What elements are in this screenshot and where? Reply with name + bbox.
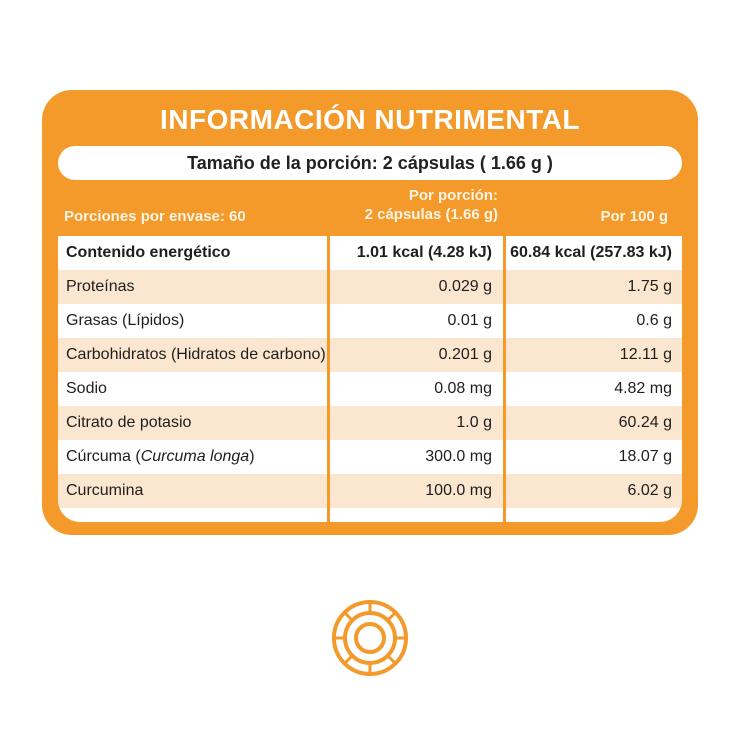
per-portion-value: 100.0 mg: [425, 482, 492, 499]
per-portion-value: 0.201 g: [438, 346, 492, 363]
per-portion-header: Por porción: 2 cápsulas (1.66 g): [324, 186, 498, 224]
per-100g-value: 60.84 kcal (257.83 kJ): [510, 244, 672, 261]
nutrient-name: Carbohidratos (Hidratos de carbono): [66, 346, 326, 363]
nutrient-name: Cúrcuma (Curcuma longa): [66, 440, 255, 474]
table-row: Grasas (Lípidos) 0.01 g 0.6 g: [58, 304, 682, 338]
per-100g-value: 60.24 g: [618, 414, 672, 431]
per-portion-header-line1: Por porción:: [408, 187, 498, 204]
column-divider: [327, 236, 330, 522]
nutrition-panel: INFORMACIÓN NUTRIMENTAL Tamaño de la por…: [42, 90, 698, 535]
table-row: Curcumina 100.0 mg 6.02 g: [58, 474, 682, 508]
per-100g-value: 12.11 g: [619, 346, 672, 363]
table-row: Sodio 0.08 mg 4.82 mg: [58, 372, 682, 406]
nutrition-table: Contenido energético 1.01 kcal (4.28 kJ)…: [58, 236, 682, 522]
nutrient-name: Sodio: [66, 380, 107, 397]
servings-per-container: Porciones por envase: 60: [64, 208, 246, 225]
table-row: Carbohidratos (Hidratos de carbono) 0.20…: [58, 338, 682, 372]
per-100g-value: 0.6 g: [636, 312, 672, 329]
table-row: Contenido energético 1.01 kcal (4.28 kJ)…: [58, 236, 682, 270]
circular-emblem-icon: [332, 600, 408, 676]
nutrient-name: Curcumina: [66, 482, 144, 499]
nutrient-name-italic: Curcuma longa: [140, 448, 250, 465]
per-portion-value: 0.08 mg: [434, 380, 492, 397]
nutrient-name: Citrato de potasio: [66, 414, 192, 431]
serving-size: Tamaño de la porción: 2 cápsulas ( 1.66 …: [58, 146, 682, 180]
per-portion-header-line2: 2 cápsulas (1.66 g): [364, 206, 498, 223]
per-portion-value: 1.0 g: [456, 414, 492, 431]
table-row: Cúrcuma (Curcuma longa) 300.0 mg 18.07 g: [58, 440, 682, 474]
per-portion-value: 0.01 g: [447, 312, 492, 329]
per-portion-value: 300.0 mg: [425, 448, 492, 465]
nutrient-name-start: Cúrcuma (: [66, 448, 141, 465]
nutrient-name: Grasas (Lípidos): [66, 312, 185, 329]
per-portion-value: 0.029 g: [438, 278, 492, 295]
per-100g-header: Por 100 g: [600, 208, 668, 225]
per-100g-value: 1.75 g: [627, 278, 672, 295]
table-row: Proteínas 0.029 g 1.75 g: [58, 270, 682, 304]
nutrient-name-end: ): [249, 448, 255, 465]
table-row: Citrato de potasio 1.0 g 60.24 g: [58, 406, 682, 440]
column-divider: [503, 236, 506, 522]
nutrient-name: Proteínas: [66, 278, 135, 295]
per-100g-value: 6.02 g: [627, 482, 672, 499]
per-100g-value: 4.82 mg: [614, 380, 672, 397]
nutrient-name: Contenido energético: [66, 244, 231, 261]
per-100g-value: 18.07 g: [618, 448, 672, 465]
panel-title: INFORMACIÓN NUTRIMENTAL: [159, 104, 581, 135]
per-portion-value: 1.01 kcal (4.28 kJ): [356, 244, 492, 261]
